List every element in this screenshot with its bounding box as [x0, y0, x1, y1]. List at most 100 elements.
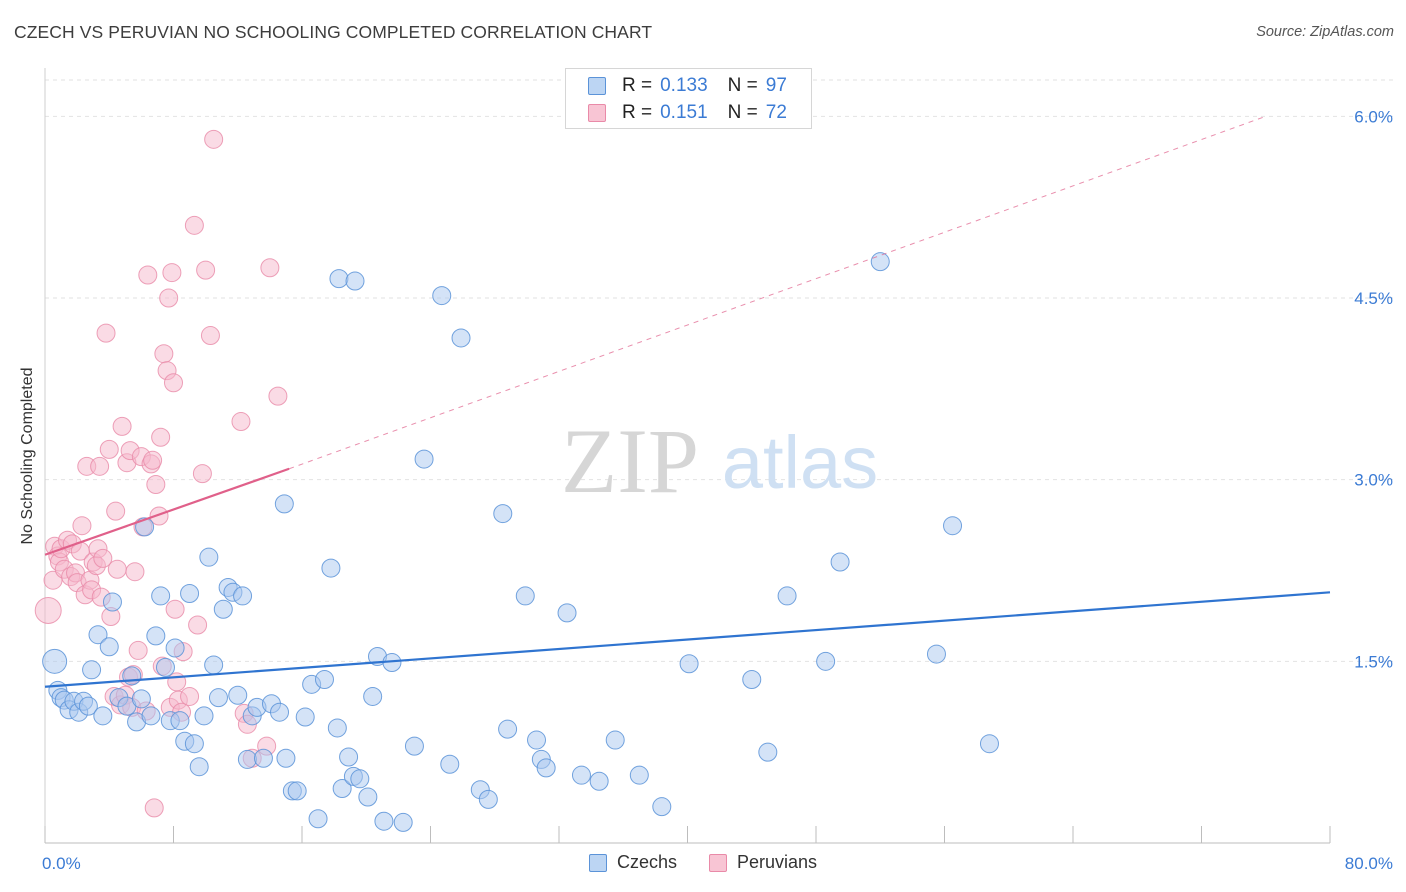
- point-peruvians: [162, 263, 182, 283]
- chart-title: CZECH VS PERUVIAN NO SCHOOLING COMPLETED…: [14, 22, 653, 42]
- point-czechs: [943, 516, 963, 536]
- point-peruvians: [72, 516, 92, 536]
- point-czechs: [589, 771, 609, 791]
- point-peruvians: [196, 260, 216, 280]
- point-czechs: [155, 657, 175, 677]
- y-tick-label: 1.5%: [1354, 652, 1393, 671]
- point-czechs: [228, 685, 248, 705]
- legend-r-value-czechs: 0.133: [660, 75, 708, 96]
- point-czechs: [414, 449, 434, 469]
- point-czechs: [276, 748, 296, 768]
- point-peruvians: [146, 475, 166, 495]
- point-czechs: [287, 781, 307, 801]
- point-peruvians: [192, 464, 212, 484]
- legend-n-label: N =: [727, 75, 758, 96]
- point-peruvians: [149, 506, 169, 526]
- legend-r-value-peruvians: 0.151: [660, 102, 708, 123]
- point-czechs: [184, 734, 204, 754]
- point-czechs: [99, 637, 119, 657]
- point-peruvians: [144, 798, 164, 818]
- legend-row-peruvians: R = 0.151 N = 72: [588, 101, 787, 125]
- point-czechs: [93, 706, 113, 726]
- point-czechs: [557, 603, 577, 623]
- y-tick-label: 4.5%: [1354, 289, 1393, 308]
- point-czechs: [204, 655, 224, 675]
- point-czechs: [742, 670, 762, 689]
- x-tick-label-max: 80.0%: [1345, 854, 1393, 873]
- y-tick-label: 6.0%: [1354, 107, 1393, 126]
- point-peruvians: [165, 599, 185, 619]
- point-peruvians: [93, 548, 113, 568]
- point-czechs: [208, 688, 228, 708]
- point-czechs: [605, 730, 625, 750]
- point-peruvians: [159, 288, 179, 308]
- point-czechs: [146, 626, 166, 646]
- point-czechs: [679, 654, 699, 674]
- point-czechs: [82, 660, 102, 680]
- legend-swatch-czechs: [588, 853, 607, 872]
- point-czechs: [870, 252, 890, 272]
- point-czechs: [295, 707, 315, 727]
- legend-n-value-czechs: 97: [765, 75, 787, 96]
- point-czechs: [432, 286, 452, 306]
- point-czechs: [571, 765, 591, 785]
- legend-item-czechs[interactable]: Czechs: [588, 852, 677, 873]
- point-czechs: [308, 809, 328, 829]
- point-peruvians: [138, 265, 158, 285]
- point-czechs: [213, 599, 233, 619]
- point-czechs: [777, 586, 797, 606]
- point-peruvians: [143, 450, 163, 470]
- y-tick-label: 3.0%: [1354, 471, 1393, 490]
- legend-n-value-peruvians: 72: [765, 102, 787, 123]
- series-legend: Czechs Peruvians: [0, 852, 1406, 873]
- point-peruvians: [268, 386, 288, 406]
- point-czechs: [314, 670, 334, 689]
- point-peruvians: [204, 129, 224, 149]
- source-label: Source: ZipAtlas.com: [1256, 24, 1394, 40]
- point-peruvians: [128, 640, 148, 660]
- point-czechs: [345, 271, 365, 291]
- watermark-zip: ZIP: [561, 410, 699, 512]
- point-czechs: [165, 638, 185, 658]
- point-czechs: [321, 558, 341, 578]
- point-czechs: [478, 789, 498, 809]
- legend-label-peruvians: Peruvians: [736, 852, 818, 872]
- trend-line-peruvians-extension: [288, 115, 1266, 470]
- point-czechs: [816, 651, 836, 671]
- axes: [44, 68, 1331, 844]
- point-peruvians: [231, 412, 251, 432]
- point-czechs: [358, 787, 378, 807]
- point-czechs: [629, 765, 649, 785]
- watermark-atlas: atlas: [722, 421, 878, 504]
- point-czechs: [332, 779, 352, 798]
- point-czechs: [350, 769, 370, 789]
- watermark: ZIP atlas: [561, 410, 878, 512]
- legend-r-label: R =: [622, 75, 653, 96]
- legend-label-czechs: Czechs: [616, 852, 677, 872]
- correlation-legend: R = 0.133 N = 97 R = 0.151 N = 72: [565, 68, 812, 129]
- point-czechs: [493, 504, 513, 524]
- point-peruvians: [96, 323, 116, 343]
- point-peruvians: [107, 559, 127, 579]
- x-tick-label-min: 0.0%: [42, 854, 81, 873]
- point-czechs: [374, 811, 394, 831]
- trend-line-peruvians: [44, 467, 290, 556]
- legend-swatch-peruvians: [588, 104, 606, 122]
- point-czechs: [327, 718, 347, 738]
- legend-row-czechs: R = 0.133 N = 97: [588, 74, 787, 98]
- point-czechs: [237, 749, 257, 769]
- point-czechs: [170, 711, 190, 731]
- point-czechs: [189, 757, 209, 777]
- legend-item-peruvians[interactable]: Peruvians: [708, 852, 818, 873]
- point-czechs: [42, 648, 68, 674]
- point-czechs: [498, 719, 518, 739]
- point-peruvians: [164, 373, 183, 393]
- point-czechs: [339, 747, 359, 767]
- point-czechs: [393, 812, 413, 832]
- point-czechs: [758, 742, 778, 762]
- point-peruvians: [112, 416, 132, 436]
- point-czechs: [404, 736, 424, 756]
- point-peruvians: [200, 326, 220, 346]
- point-peruvians: [90, 456, 110, 476]
